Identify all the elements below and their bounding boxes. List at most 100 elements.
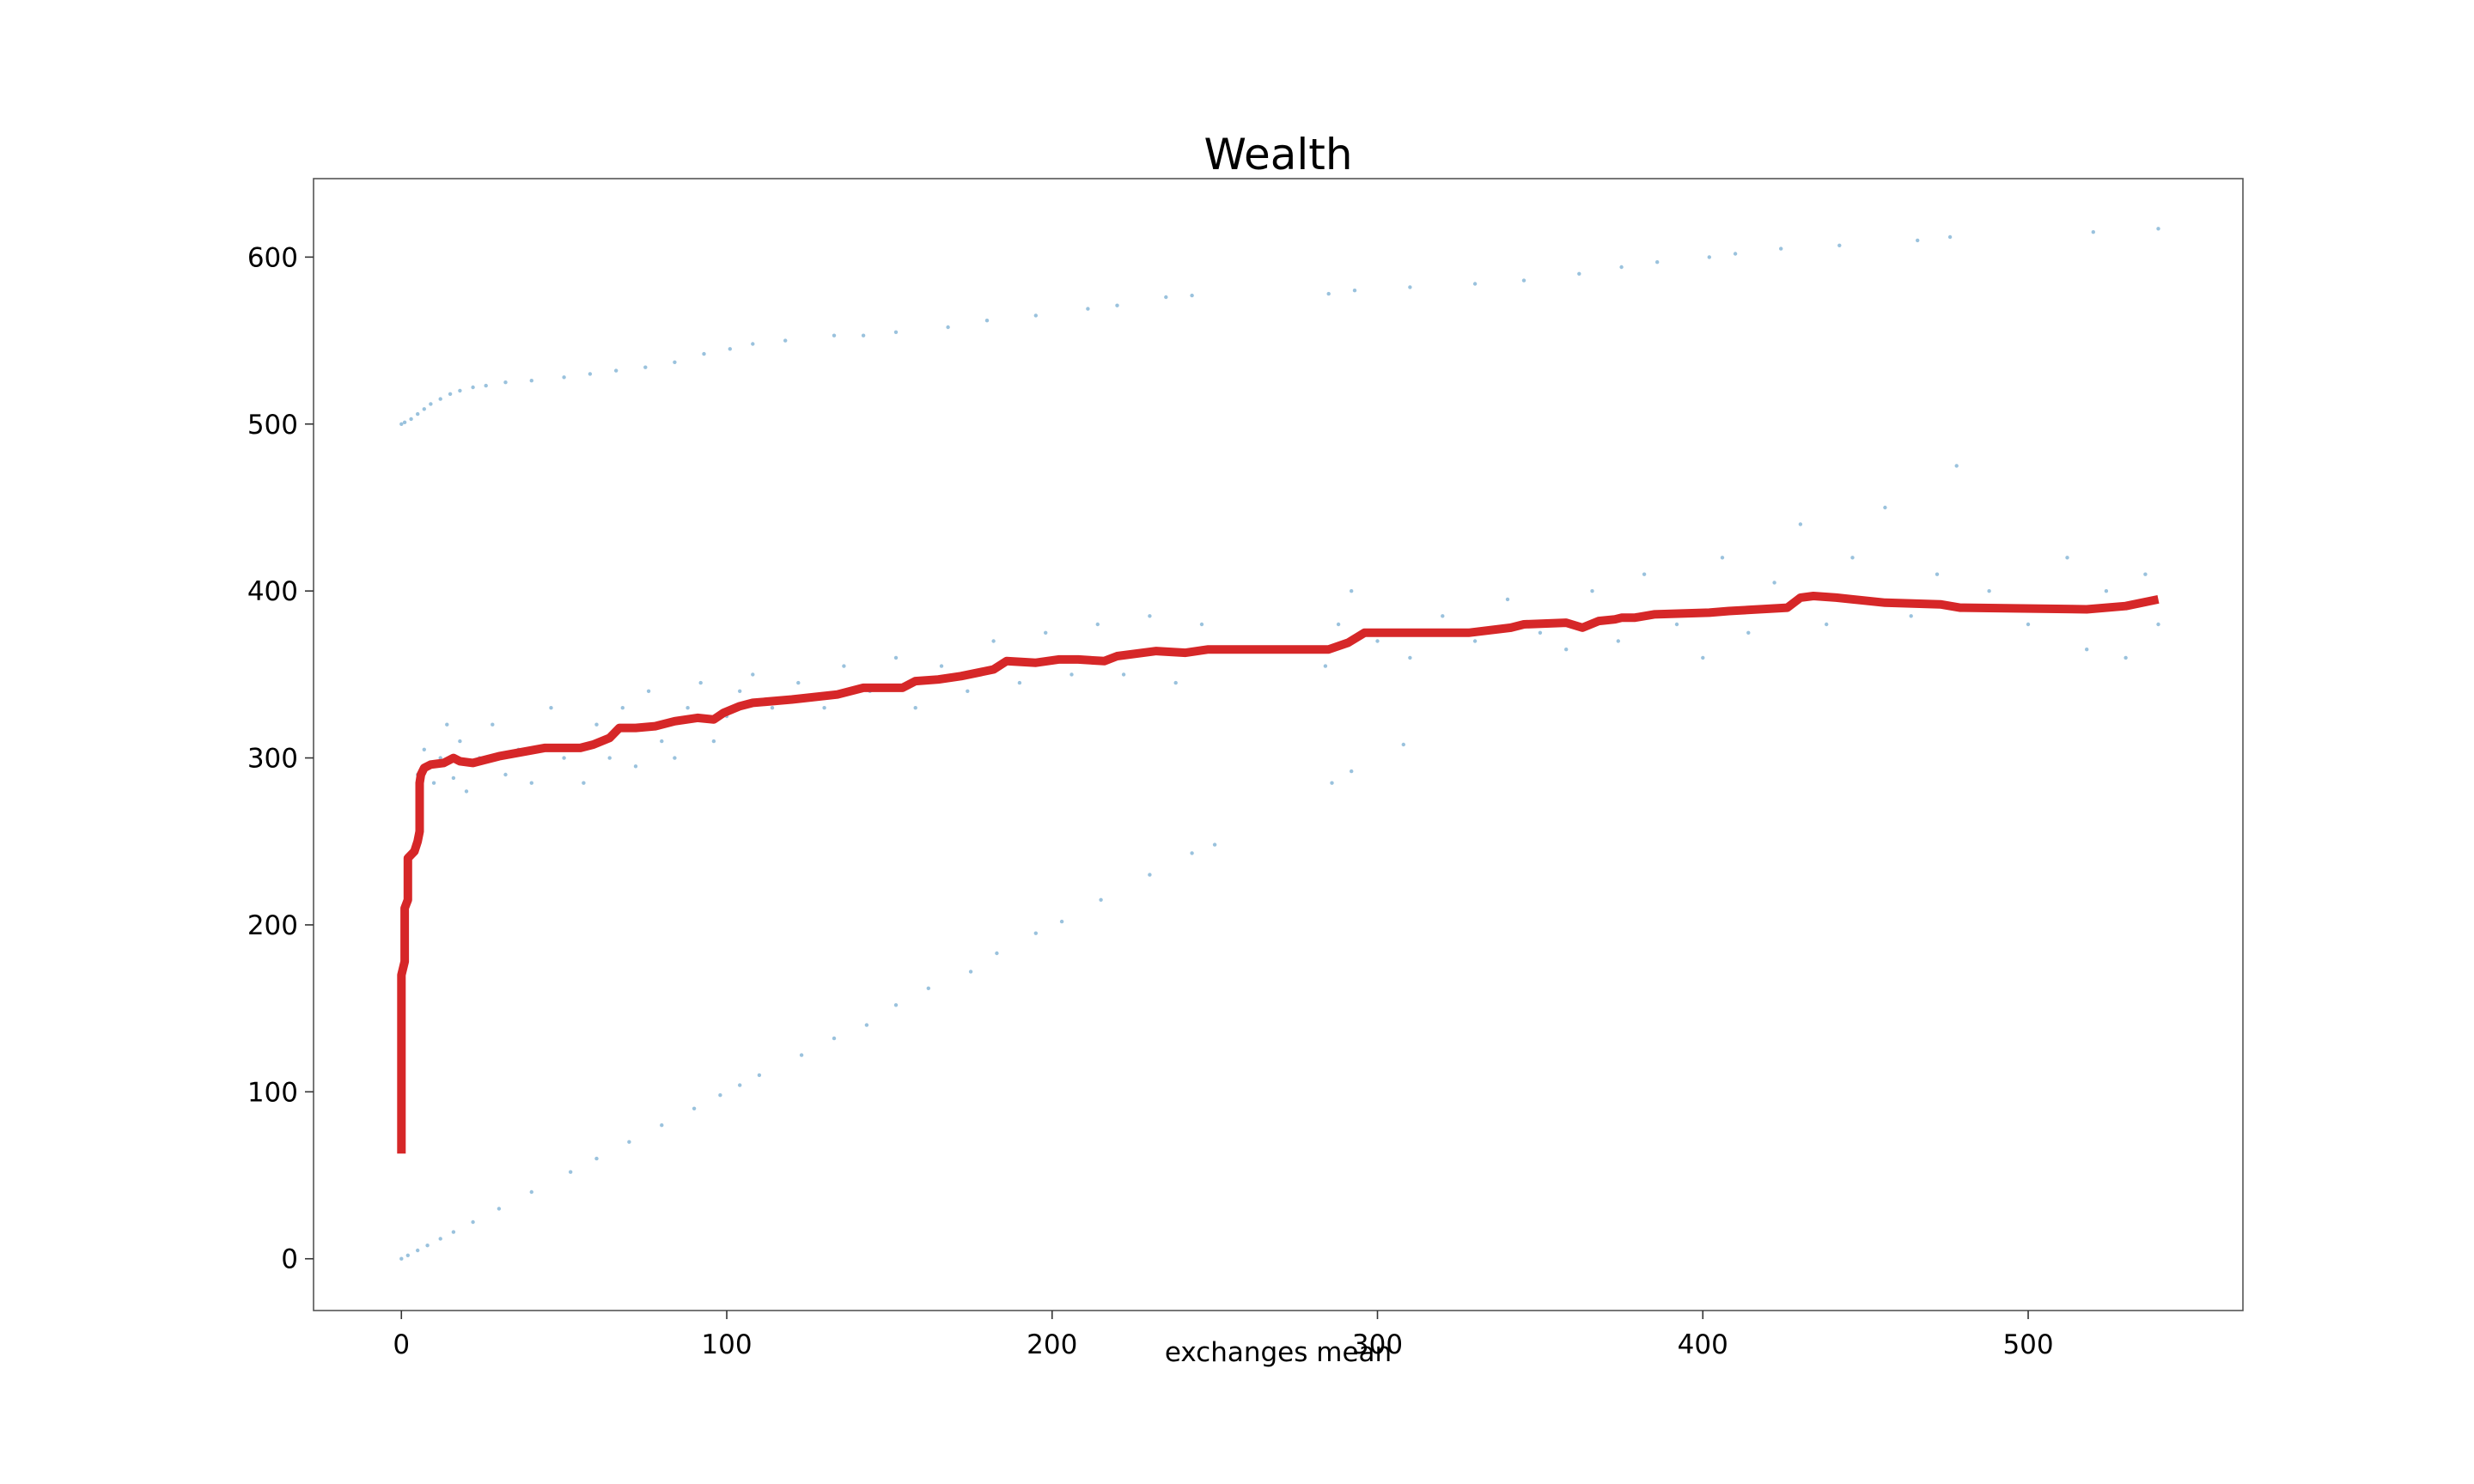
scatter-point (497, 1207, 502, 1211)
x-tick-label: 400 (1678, 1329, 1728, 1360)
scatter-point (864, 1023, 869, 1027)
scatter-point (718, 1093, 722, 1098)
scatter-point (438, 1237, 442, 1241)
scatter-point (1148, 873, 1152, 877)
scatter-point (673, 756, 677, 760)
scatter-point (448, 392, 453, 396)
scatter-point (1521, 278, 1526, 283)
scatter-point (751, 342, 755, 346)
scatter-point (458, 739, 462, 744)
scatter-point (1121, 672, 1126, 677)
scatter-point (562, 375, 566, 380)
scatter-point (646, 689, 651, 693)
scatter-point (1825, 622, 1829, 627)
scatter-point (1577, 271, 1581, 276)
scatter-point (491, 722, 495, 727)
scatter-point (405, 1253, 410, 1258)
scatter-point (409, 417, 413, 422)
x-tick-label: 300 (1352, 1329, 1403, 1360)
scatter-point (2085, 648, 2089, 652)
scatter-point (822, 706, 826, 710)
scatter-point (2143, 572, 2148, 576)
scatter-point (425, 1244, 430, 1248)
scatter-point (796, 680, 801, 685)
scatter-point (757, 1073, 762, 1078)
scatter-point (464, 789, 469, 794)
scatter-point (416, 1248, 420, 1253)
scatter-point (1772, 581, 1776, 585)
scatter-point (995, 951, 999, 956)
scatter-point (1883, 505, 1887, 510)
scatter-point (673, 360, 677, 364)
scatter-point (1954, 464, 1959, 468)
chart-title: Wealth (1203, 130, 1352, 179)
scatter-point (562, 756, 566, 760)
scatter-point (913, 706, 917, 710)
scatter-point (991, 639, 996, 643)
scatter-point (594, 722, 599, 727)
scatter-point (445, 722, 449, 727)
scatter-point (1173, 680, 1178, 685)
scatter-point (1350, 769, 1354, 774)
scatter-point (2156, 227, 2160, 231)
scatter-point (770, 706, 775, 710)
y-tick-label: 300 (247, 744, 298, 775)
scatter-point (1733, 252, 1738, 256)
scatter-point (692, 1106, 697, 1111)
x-tick-label: 200 (1027, 1329, 1077, 1360)
scatter-point (1655, 260, 1660, 265)
scatter-point (738, 689, 742, 693)
scatter-point (1199, 622, 1204, 627)
scatter-point (1164, 295, 1168, 300)
scatter-point (1909, 614, 1913, 618)
scatter-point (1850, 556, 1855, 560)
scatter-point (1408, 655, 1412, 660)
scatter-point (1987, 589, 1991, 593)
scatter-point (643, 365, 648, 369)
scatter-point (1916, 238, 1920, 243)
scatter-point (783, 338, 788, 343)
scatter-point (2065, 556, 2069, 560)
scatter-point (471, 385, 475, 390)
scatter-point (1472, 639, 1478, 643)
scatter-point (968, 970, 973, 974)
scatter-point (594, 1156, 599, 1161)
scatter-point (966, 689, 970, 693)
scatter-point (1798, 522, 1803, 526)
scatter-point (1375, 639, 1380, 643)
scatter-point (842, 664, 846, 668)
scatter-point (1099, 897, 1103, 903)
scatter-point (1350, 589, 1354, 593)
scatter-point (399, 422, 404, 426)
scatter-point (1033, 931, 1039, 935)
scatter-point (1408, 285, 1412, 289)
scatter-point (1590, 589, 1594, 593)
y-tick-label: 400 (247, 576, 298, 607)
scatter-point (1472, 282, 1478, 286)
scatter-point (1401, 742, 1406, 747)
scatter-point (2026, 622, 2031, 627)
scatter-point (458, 388, 462, 393)
scatter-point (893, 655, 899, 660)
scatter-band-1 (399, 742, 1406, 1261)
scatter-point (627, 1140, 631, 1144)
scatter-point (607, 756, 612, 760)
scatter-point (1538, 630, 1543, 635)
scatter-point (1837, 243, 1842, 247)
scatter-point (1330, 781, 1334, 785)
scatter-point (861, 333, 866, 338)
scatter-point (1059, 919, 1064, 924)
scatter-point (1441, 614, 1445, 618)
scatter-point (660, 739, 664, 744)
scatter-point (1935, 572, 1940, 576)
scatter-point (832, 333, 837, 338)
scatter-point (698, 680, 703, 685)
scatter-point (614, 368, 618, 373)
scatter-point (1352, 289, 1357, 293)
y-tick-label: 500 (247, 410, 298, 441)
scatter-point (569, 1170, 573, 1174)
x-tick-label: 500 (2002, 1329, 2053, 1360)
scatter-point (451, 1230, 456, 1234)
